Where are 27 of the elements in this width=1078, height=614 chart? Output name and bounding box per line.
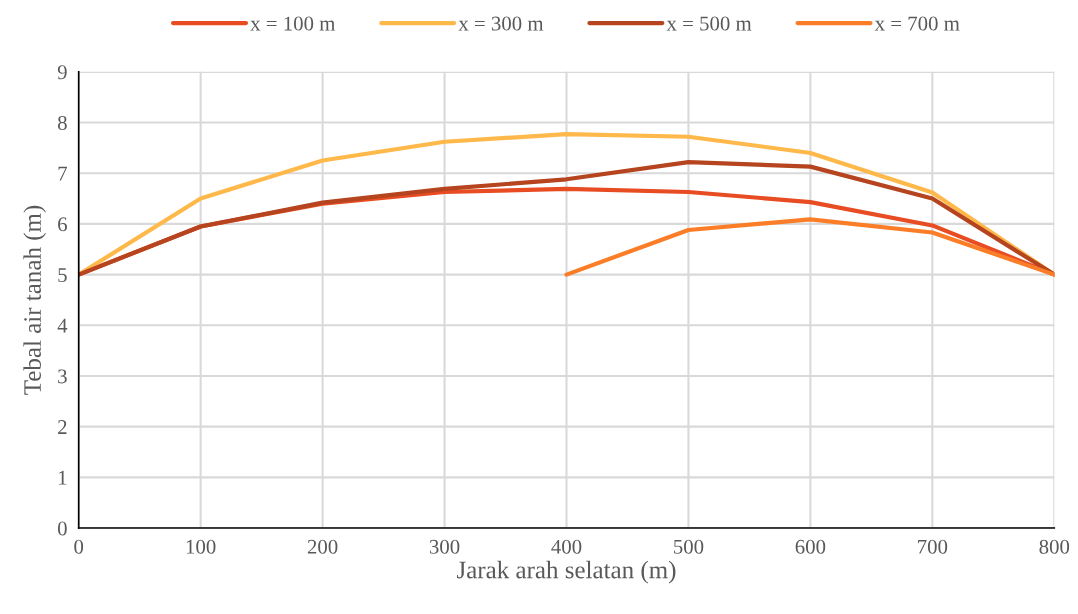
line-series: [78, 159, 1055, 277]
x-tick-label: 200: [307, 539, 338, 554]
x-tick-label: 300: [429, 539, 460, 554]
legend-label: x = 500 m: [666, 16, 752, 31]
y-tick-label: 6: [58, 217, 67, 232]
y-tick-label: 2: [58, 420, 67, 434]
x-tick-label: 800: [1039, 539, 1070, 554]
legend-label: x = 100 m: [250, 16, 336, 31]
x-tick-label: 400: [551, 539, 582, 554]
x-axis-title: Jarak arah selatan (m): [457, 560, 676, 584]
x-tick-label: 600: [795, 539, 826, 554]
y-tick-label: 7: [58, 166, 67, 181]
y-tick-label: 5: [58, 268, 67, 283]
y-tick-label: 8: [57, 115, 67, 130]
y-tick-label: 3: [58, 369, 67, 384]
x-tick-label: 0: [74, 539, 84, 554]
x-tick-label: 500: [674, 539, 704, 554]
legend-label: x = 300 m: [458, 16, 544, 31]
x-tick-label: 700: [918, 539, 948, 554]
line-series: [564, 217, 1055, 277]
x-tick-label: 100: [186, 539, 216, 554]
y-axis-title: Tebal air tanah (m): [23, 205, 47, 395]
y-tick-label: 4: [57, 318, 68, 333]
y-tick-label: 9: [57, 65, 67, 80]
y-tick-label: 0: [57, 521, 67, 536]
y-tick-label: 1: [59, 470, 67, 485]
legend-label: x = 700 m: [874, 16, 960, 31]
